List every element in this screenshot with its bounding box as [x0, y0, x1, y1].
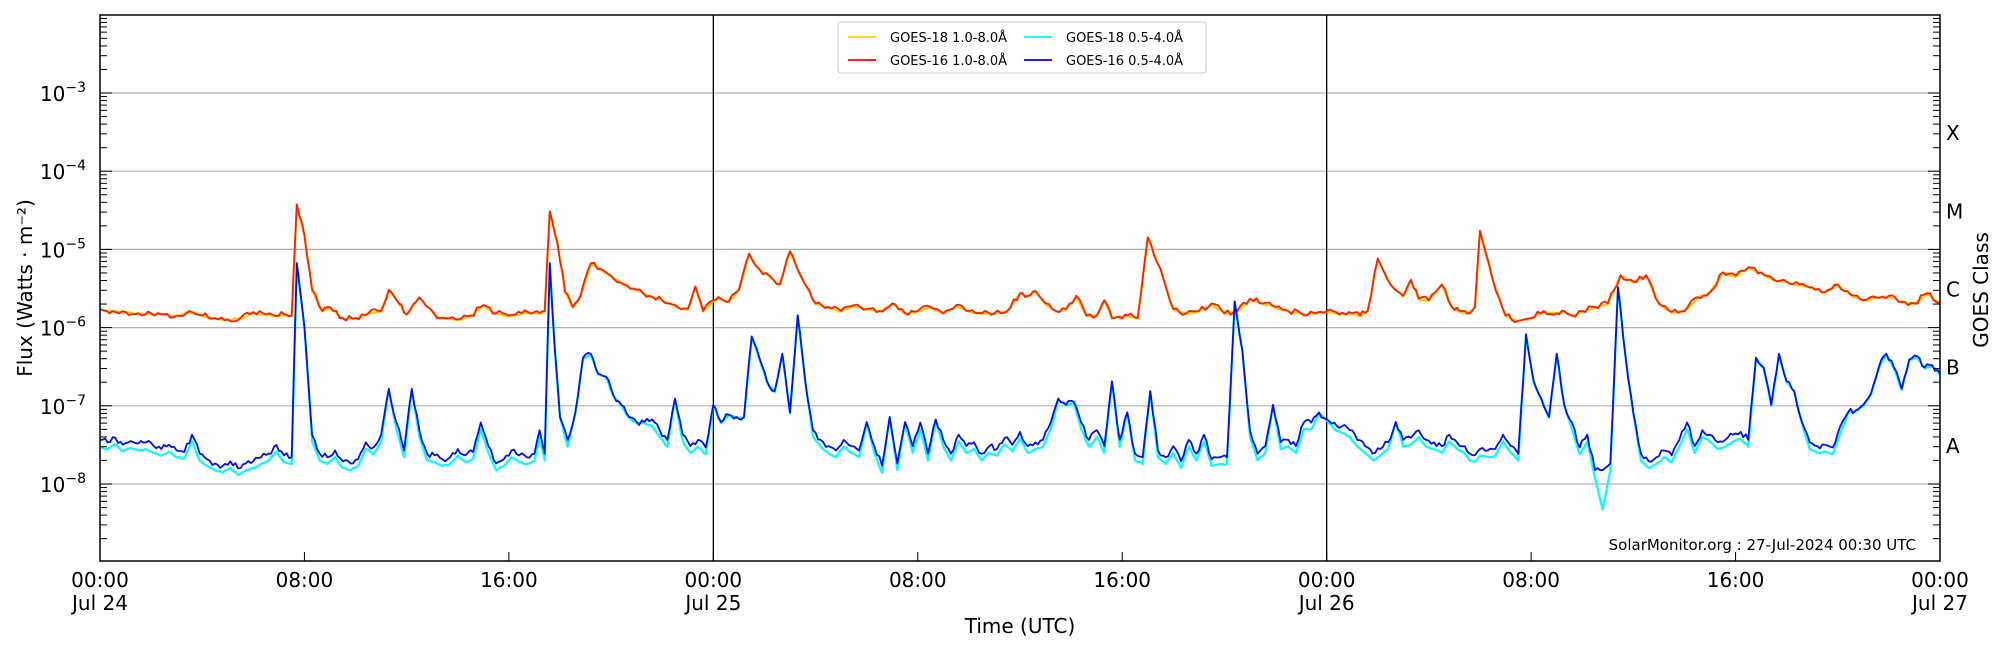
y-tick-label: 10−3	[40, 80, 86, 106]
x-tick-label: 16:00	[1093, 568, 1151, 592]
y-tick-label: 10−4	[40, 158, 86, 184]
right-goes-class-axis: X M C B A	[1928, 17, 1963, 540]
goes-class-label: A	[1946, 434, 1960, 458]
x-axis-title: Time (UTC)	[964, 614, 1076, 638]
y-tick-label: 10−7	[40, 393, 86, 419]
left-y-axis: 10−3 10−4 10−5 10−6 10−7 10−8	[40, 17, 112, 540]
y-tick-label: 10−6	[40, 315, 86, 341]
x-tick-date: Jul 24	[70, 591, 128, 615]
right-axis-title: GOES Class	[1969, 232, 1993, 348]
watermark-annotation: SolarMonitor.org : 27-Jul-2024 00:30 UTC	[1609, 536, 1916, 554]
y-tick-label: 10−5	[40, 236, 86, 262]
series-line	[99, 262, 1941, 511]
day-boundary-lines	[712, 15, 1328, 561]
x-tick-label: 08:00	[276, 568, 334, 592]
x-tick-label: 00:00	[71, 568, 129, 592]
legend: GOES-18 1.0-8.0Å GOES-16 1.0-8.0Å GOES-18 …	[837, 21, 1207, 74]
x-tick-label: 16:00	[480, 568, 538, 592]
series-line	[99, 203, 1941, 324]
goes-class-label: M	[1946, 199, 1963, 223]
legend-label: GOES-18 0.5-4.0Å	[1066, 30, 1183, 46]
data-series	[99, 203, 1941, 511]
goes-class-label: B	[1946, 356, 1960, 380]
x-tick-date: Jul 26	[1297, 591, 1355, 615]
x-tick-label: 16:00	[1707, 568, 1765, 592]
x-tick-date: Jul 27	[1910, 591, 1968, 615]
plot-frame	[99, 14, 1941, 562]
goes-class-label: X	[1946, 121, 1960, 145]
goes-class-label: C	[1946, 278, 1960, 302]
x-tick-label: 08:00	[889, 568, 947, 592]
series-line	[99, 262, 1941, 472]
legend-label: GOES-16 1.0-8.0Å	[890, 53, 1007, 69]
legend-box	[837, 21, 1207, 74]
x-tick-label: 00:00	[1298, 568, 1356, 592]
x-tick-date: Jul 25	[683, 591, 741, 615]
y-axis-title: Flux (Watts · m⁻²)	[13, 199, 37, 377]
series-line	[99, 203, 1941, 323]
legend-label: GOES-16 0.5-4.0Å	[1066, 53, 1183, 69]
x-tick-label: 08:00	[1502, 568, 1560, 592]
y-tick-label: 10−8	[40, 471, 86, 497]
horizontal-gridlines	[100, 92, 1940, 485]
x-tick-label: 00:00	[1911, 568, 1969, 592]
x-tick-label: 00:00	[685, 568, 743, 592]
legend-label: GOES-18 1.0-8.0Å	[890, 30, 1007, 46]
